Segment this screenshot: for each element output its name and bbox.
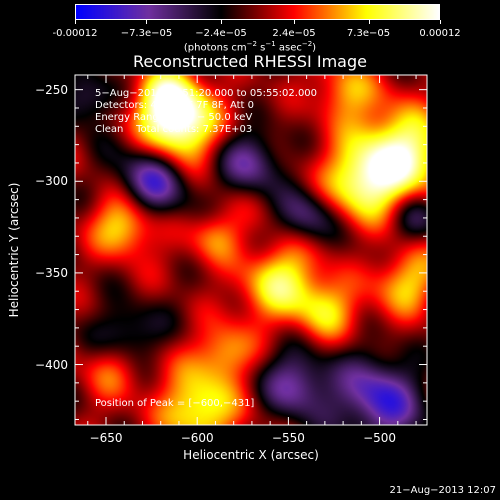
colorbar-unit: (photons cm−2 s−1 asec−2) [183, 40, 317, 54]
timestamp: 21−Aug−2013 12:07 [389, 485, 496, 496]
x-tick-label: −600 [180, 431, 214, 445]
colorbar-tick-label: 0.00012 [419, 28, 461, 39]
colorbar [75, 4, 440, 20]
colorbar-tick-label: -0.00012 [52, 28, 98, 39]
y-tick-label: −300 [35, 174, 68, 189]
colorbar-tick-mark [146, 20, 148, 24]
colorbar-tick-label: −7.3e−05 [120, 28, 173, 39]
colorbar-tick-label: 7.3e−05 [346, 28, 391, 39]
annotation-counts: Clean Total counts: 7.37E+03 [95, 124, 253, 135]
x-tick-label: −650 [89, 431, 123, 445]
chart-title: Reconstructed RHESSI Image [133, 52, 367, 71]
annotation-time: 5−Aug−2011 05:51:20.000 to 05:55:02.000 [95, 88, 318, 99]
annotation-energy: Energy Range: 25.0 − 50.0 keV [95, 112, 253, 123]
colorbar-tick-mark [440, 20, 441, 24]
y-tick-label: −400 [35, 357, 68, 372]
colorbar-tick-label: 2.4e−05 [272, 28, 316, 39]
annotation-detectors: Detectors: 4F 5F 6F 7F 8F, Att 0 [95, 100, 255, 111]
colorbar-tick-mark [221, 20, 222, 24]
y-axis-label: Heliocentric Y (arcsec) [7, 182, 21, 318]
colorbar-tick-mark [294, 20, 295, 24]
y-tick-label: −250 [35, 82, 68, 97]
colorbar-tick-mark [75, 20, 76, 24]
x-tick-label: −500 [363, 431, 397, 445]
colorbar-tick-label: −2.4e−05 [195, 28, 247, 39]
x-tick-label: −550 [271, 431, 305, 445]
colorbar-tick-mark [368, 20, 370, 24]
peak-position-label: Position of Peak = [−600,−431] [95, 398, 255, 409]
x-axis-label: Heliocentric X (arcsec) [183, 448, 319, 462]
y-tick-label: −350 [35, 265, 68, 280]
